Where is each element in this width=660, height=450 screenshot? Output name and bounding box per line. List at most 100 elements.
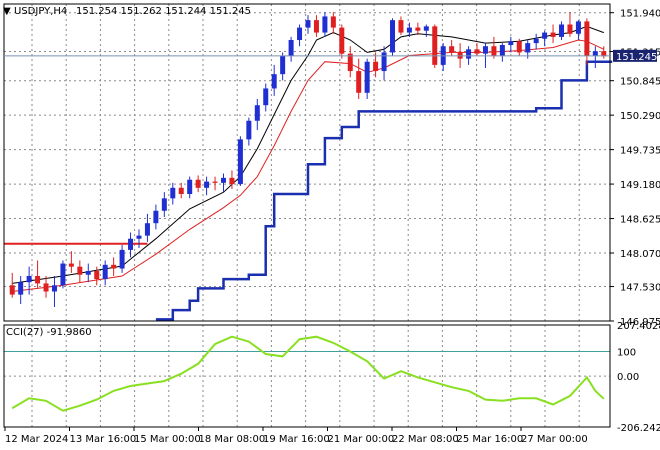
candle-body bbox=[51, 285, 57, 292]
price-tick-label: 149.180 bbox=[620, 180, 660, 191]
candle-body bbox=[254, 105, 260, 121]
candle-body bbox=[144, 223, 150, 236]
cci-tick-label: 100 bbox=[617, 347, 636, 358]
time-tick-label: 13 Mar 16:00 bbox=[70, 434, 137, 445]
candle-body bbox=[390, 20, 396, 53]
cci-tick-label: 0.00 bbox=[617, 372, 639, 383]
grid bbox=[4, 4, 610, 427]
price-tick-label: 148.070 bbox=[620, 249, 660, 260]
candle-body bbox=[111, 264, 117, 269]
price-tick-label: 150.845 bbox=[620, 77, 660, 88]
candle-body bbox=[533, 38, 539, 44]
price-axis: 151.940151.315150.845150.290149.735149.1… bbox=[610, 9, 660, 434]
candle-body bbox=[246, 120, 252, 140]
candle-body bbox=[322, 16, 328, 33]
candle-body bbox=[60, 263, 66, 286]
candle-body bbox=[516, 41, 522, 53]
price-tick-label: 150.290 bbox=[620, 111, 660, 122]
candle-body bbox=[592, 51, 598, 56]
candle-body bbox=[432, 26, 438, 65]
time-tick-label: 15 Mar 00:00 bbox=[134, 434, 201, 445]
candle-body bbox=[482, 46, 488, 54]
candle-body bbox=[415, 27, 421, 31]
candle-body bbox=[449, 46, 455, 53]
candle-body bbox=[187, 179, 193, 195]
candle-body bbox=[525, 43, 531, 53]
symbol-label: USDJPY,H4 bbox=[14, 6, 67, 17]
candle-body bbox=[305, 20, 311, 28]
candle-body bbox=[601, 51, 607, 57]
candle-body bbox=[288, 40, 294, 56]
candle-body bbox=[542, 32, 548, 39]
slow-ma bbox=[12, 39, 605, 292]
candle-body bbox=[491, 46, 497, 56]
cci-tick-label: -206.2426 bbox=[617, 423, 660, 434]
candle-body bbox=[550, 32, 556, 37]
ohlc-label: 151.254 151.262 151.244 151.245 bbox=[76, 6, 251, 17]
price-tick-label: 151.940 bbox=[620, 9, 660, 20]
candle-body bbox=[161, 198, 167, 211]
time-tick-label: 18 Mar 08:00 bbox=[199, 434, 266, 445]
candle-body bbox=[119, 249, 125, 269]
candle-body bbox=[364, 61, 370, 93]
candle-body bbox=[35, 275, 41, 284]
candle-body bbox=[280, 55, 286, 75]
price-badge: 151.245 bbox=[4, 49, 657, 63]
candle-body bbox=[195, 179, 201, 188]
cci-line bbox=[11, 335, 605, 412]
candle-body bbox=[204, 181, 210, 188]
main-panel-frame bbox=[3, 3, 611, 322]
price-tick-label: 146.975 bbox=[620, 317, 660, 328]
price-tick-label: 149.735 bbox=[620, 146, 660, 157]
candle-body bbox=[466, 49, 472, 59]
candle-body bbox=[68, 263, 74, 267]
candle-body bbox=[575, 21, 581, 34]
slow-ma-line bbox=[12, 39, 605, 292]
candle-body bbox=[381, 52, 387, 72]
candle-body bbox=[26, 275, 32, 283]
price-tick-label: 147.530 bbox=[620, 283, 660, 294]
candle-body bbox=[339, 27, 345, 54]
fast-ma-line bbox=[12, 25, 604, 284]
cci-panel-frame bbox=[3, 324, 611, 428]
candle-body bbox=[559, 24, 565, 37]
candle-body bbox=[229, 177, 235, 185]
candle-body bbox=[136, 235, 142, 239]
cci-indicator bbox=[11, 335, 605, 412]
candle-body bbox=[178, 187, 184, 195]
candle-body bbox=[9, 285, 15, 295]
time-tick-label: 27 Mar 00:00 bbox=[521, 434, 588, 445]
candle-body bbox=[584, 21, 590, 56]
current-price-label: 151.245 bbox=[616, 52, 657, 63]
collapse-arrow-icon[interactable]: ▼ bbox=[3, 6, 11, 17]
time-tick-label: 21 Mar 00:00 bbox=[328, 434, 395, 445]
cci-tick-label: 207.4028 bbox=[617, 321, 660, 332]
candle-body bbox=[271, 74, 277, 89]
candle-body bbox=[18, 282, 24, 295]
candle-body bbox=[212, 181, 218, 183]
candle-body bbox=[356, 71, 362, 93]
candle-body bbox=[330, 16, 336, 28]
candle-body bbox=[499, 44, 505, 56]
candle-body bbox=[347, 53, 353, 72]
candle-body bbox=[153, 210, 159, 224]
candle-body bbox=[263, 88, 269, 106]
candle-body bbox=[423, 26, 429, 31]
fast-ma bbox=[12, 25, 604, 284]
candle-body bbox=[474, 49, 480, 54]
time-tick-label: 22 Mar 08:00 bbox=[392, 434, 459, 445]
candle-body bbox=[128, 238, 134, 250]
candle-body bbox=[102, 264, 108, 280]
candle-body bbox=[94, 271, 100, 280]
time-tick-label: 19 Mar 16:00 bbox=[263, 434, 330, 445]
candle-body bbox=[237, 139, 243, 185]
candle-body bbox=[77, 266, 83, 275]
candle-body bbox=[398, 20, 404, 33]
price-tick-label: 148.625 bbox=[620, 215, 660, 226]
candle-body bbox=[43, 283, 49, 292]
trailing-stop-path bbox=[155, 60, 613, 321]
trailing-stop-line bbox=[155, 60, 613, 321]
time-tick-label: 12 Mar 2024 bbox=[5, 434, 68, 445]
